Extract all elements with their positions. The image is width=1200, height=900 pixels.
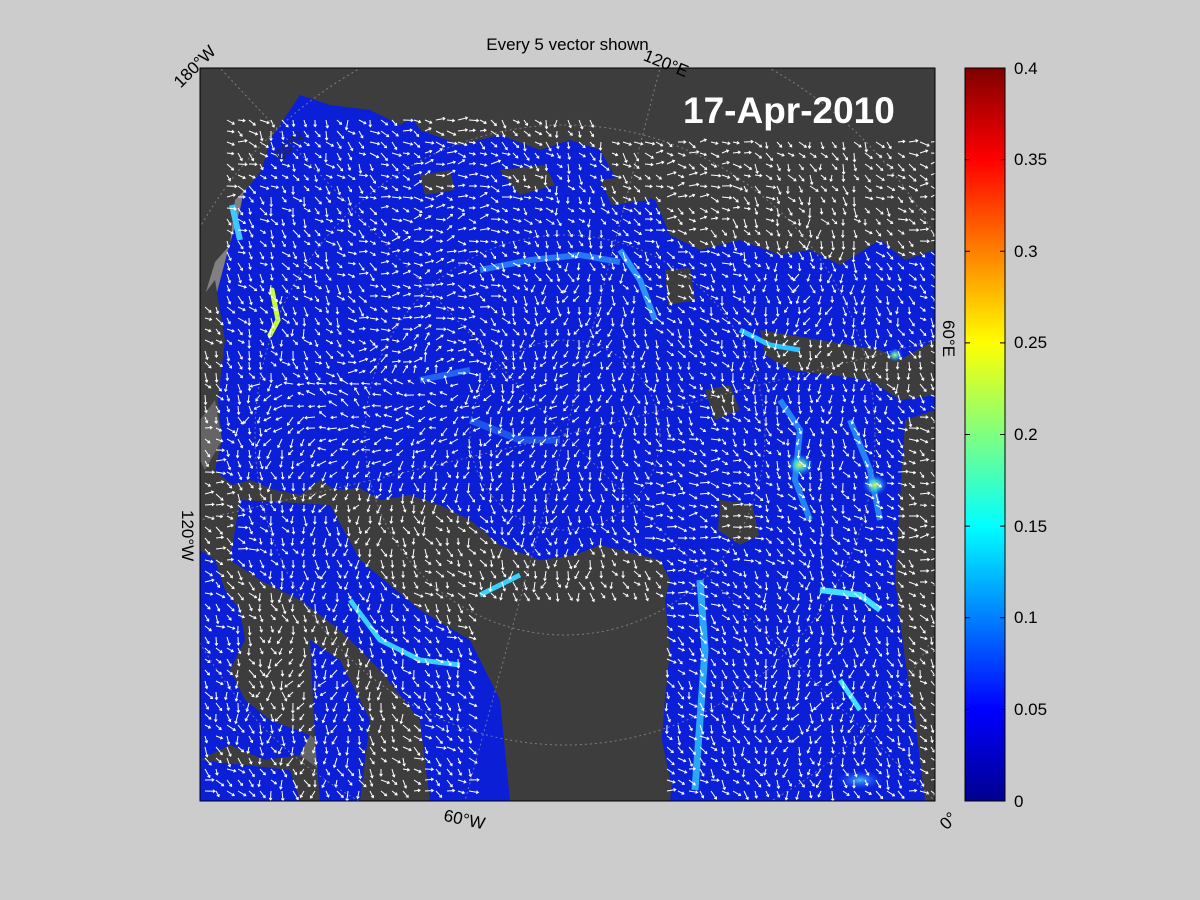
colorbar-label: 0.4 (1014, 59, 1038, 78)
plot-title: Every 5 vector shown (486, 35, 649, 54)
colorbar-label: 0.25 (1014, 333, 1048, 352)
lon-label-60e: 60°E (939, 320, 958, 358)
colorbar-label: 0 (1014, 792, 1024, 811)
colorbar (964, 67, 1006, 802)
drift-vectors (203, 116, 935, 801)
colorbar-label: 0.35 (1014, 150, 1048, 169)
colorbar-label: 0.1 (1014, 608, 1038, 627)
date-label: 17-Apr-2010 (683, 90, 895, 131)
map-frame (199, 67, 936, 802)
colorbar-label: 0.2 (1014, 425, 1038, 444)
colorbar-label: 0.15 (1014, 517, 1048, 536)
colorbar-tick-marks (965, 67, 1005, 802)
colorbar-label: 0.05 (1014, 700, 1048, 719)
map-area (200, 68, 935, 801)
colorbar-label: 0.3 (1014, 242, 1038, 261)
lon-label-120w: 120°W (178, 510, 197, 562)
graticule (200, 68, 935, 801)
